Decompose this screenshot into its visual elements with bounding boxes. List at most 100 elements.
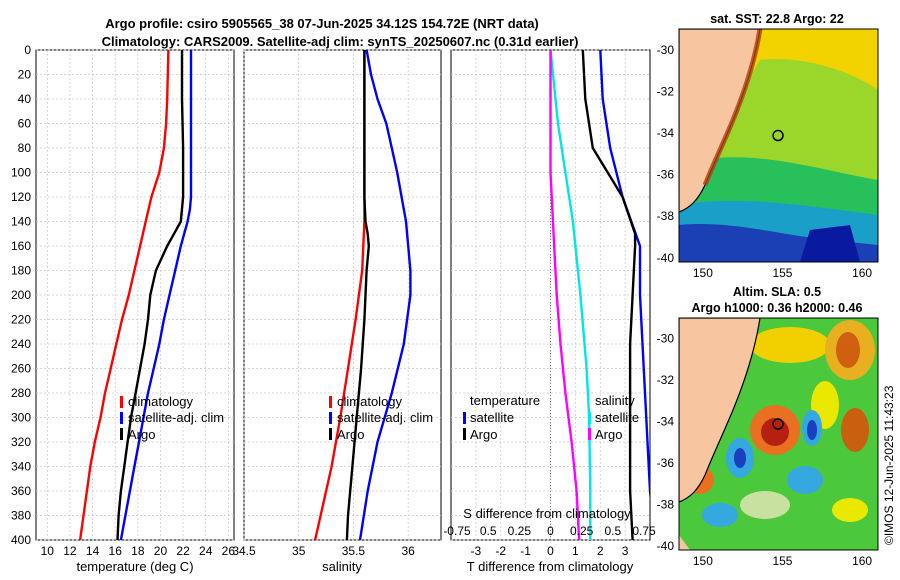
sst-map: sat. SST: 22.8 Argo: 22 -30-32-34-36-38-…: [657, 12, 879, 280]
difference-legend-temperature: temperature satellite Argo: [463, 393, 540, 442]
series-climatology: [78, 50, 170, 540]
salinity-grid: [243, 49, 441, 541]
depth-tick-label: 0: [24, 43, 31, 57]
sla-anomaly: [836, 332, 860, 368]
series-satellite-adj-clim: [119, 50, 193, 540]
depth-tick-label: 300: [11, 411, 31, 425]
depth-tick-label: 160: [11, 239, 31, 253]
series-t-satellite: [599, 50, 650, 503]
lon-tick-label: 160: [852, 554, 872, 568]
legend-swatch-climatology: [329, 396, 332, 408]
series-argo: [345, 50, 370, 540]
depth-tick-label: 380: [11, 509, 31, 523]
series-s-argo: [549, 50, 581, 540]
x-tick-label: 34.5: [232, 544, 256, 558]
legend-swatch-climatology: [120, 396, 123, 408]
depth-tick-label: 340: [11, 460, 31, 474]
legend-swatch-t-argo: [463, 428, 466, 440]
sla-anomaly: [734, 448, 746, 468]
temperature-tick-labels: 10 12 14 16 18 20 22 24 26: [41, 544, 236, 558]
x-tick-label: 35: [292, 544, 306, 558]
x-tick-label: -2: [495, 544, 506, 558]
lat-tick-label: -34: [657, 415, 675, 429]
sst-map-lat-labels: -30 -32 -34 -36 -38 -40: [657, 43, 675, 265]
sla-anomaly: [841, 408, 869, 452]
sla-anomaly: [807, 420, 817, 440]
x-tick-label: 22: [176, 544, 190, 558]
s-diff-tick-label: 0.75: [632, 524, 656, 538]
x-tick-label: 20: [154, 544, 168, 558]
difference-legend-salinity: salinity satellite Argo: [588, 393, 639, 442]
sla-anomaly: [702, 503, 738, 527]
depth-tick-label: 180: [11, 264, 31, 278]
legend-swatch-satellite: [120, 412, 123, 424]
legend-t-argo: Argo: [470, 427, 497, 442]
coastal-warm-band: [702, 29, 763, 186]
salinity-lines: [313, 50, 412, 540]
x-tick-label: 3: [622, 544, 629, 558]
sla-anomaly: [787, 466, 823, 494]
difference-panel: -3 -2 -1 0 1 2 3 T difference from climatology…: [443, 49, 656, 574]
sla-anomaly: [750, 327, 830, 363]
x-tick-label: -3: [471, 544, 482, 558]
difference-xlabel: T difference from climatology: [467, 559, 634, 574]
depth-tick-label: 20: [18, 68, 32, 82]
legend-s-satellite: satellite: [595, 410, 639, 425]
depth-tick-label: 40: [18, 92, 32, 106]
difference-tick-labels: -3 -2 -1 0 1 2 3: [471, 544, 629, 558]
depth-tick-label: 60: [18, 117, 32, 131]
s-diff-tick-label: -0.75: [443, 524, 471, 538]
depth-tick-label: 120: [11, 190, 31, 204]
x-tick-label: 1: [572, 544, 579, 558]
salinity-legend: climatology satellite-adj. clim Argo: [329, 394, 433, 442]
lat-tick-label: -38: [657, 497, 675, 511]
sla-map-lon-labels: 150 155 160: [693, 554, 873, 568]
legend-argo: Argo: [128, 427, 155, 442]
temperature-legend: climatology satellite-adj. clim Argo: [120, 394, 224, 442]
sla-anomaly: [761, 418, 789, 446]
difference-grid: [451, 49, 650, 541]
land-australia: [679, 318, 761, 503]
temperature-panel: 0 20 40 60 80 100 120 140 160 180 200 220 240 260 280 3…: [11, 43, 235, 574]
salinity-xlabel: salinity: [322, 559, 362, 574]
sst-map-lon-labels: 150 155 160: [693, 266, 873, 280]
s-diff-tick-label: 0.25: [508, 524, 532, 538]
sst-map-frame: [678, 28, 879, 263]
s-diff-tick-label: 0: [547, 524, 554, 538]
lon-tick-label: 150: [693, 554, 713, 568]
depth-tick-label: 320: [11, 435, 31, 449]
lat-tick-label: -38: [657, 209, 675, 223]
sla-map-image: [679, 318, 878, 550]
land-tasmania-edge: [679, 535, 690, 550]
title-line2: Climatology: CARS2009. Satellite-adj cli…: [102, 34, 579, 49]
salinity-panel: 34.5 35 35.5 36 salinity climatology satell…: [232, 49, 442, 574]
sla-anomaly: [832, 498, 868, 522]
temperature-xlabel: temperature (deg C): [76, 559, 193, 574]
salinity-diff-label: S difference from climatology: [463, 506, 631, 521]
x-tick-label: 26: [222, 544, 236, 558]
x-tick-label: 35.5: [342, 544, 366, 558]
depth-tick-label: 200: [11, 288, 31, 302]
s-diff-tick-label: 0.5: [604, 524, 621, 538]
legend-swatch-argo: [120, 428, 123, 440]
x-tick-label: 2: [597, 544, 604, 558]
difference-lines: [549, 50, 650, 540]
depth-tick-label: 360: [11, 484, 31, 498]
legend-heading-salinity: salinity: [595, 393, 635, 408]
sla-map-frame: [678, 317, 879, 551]
title-line1: Argo profile: csiro 5905565_38 07-Jun-20…: [105, 16, 539, 31]
depth-tick-label: 100: [11, 166, 31, 180]
legend-satellite: satellite-adj. clim: [337, 410, 433, 425]
imos-watermark: ©IMOS 12-Jun-2025 11:43:23: [882, 385, 896, 545]
x-tick-label: 0: [547, 544, 554, 558]
x-tick-label: 12: [63, 544, 77, 558]
x-tick-label: -1: [520, 544, 531, 558]
lon-tick-label: 160: [852, 266, 872, 280]
sst-map-title: sat. SST: 22.8 Argo: 22: [710, 12, 844, 26]
series-satellite-adj-clim: [358, 50, 412, 540]
lat-tick-label: -36: [657, 168, 675, 182]
x-tick-label: 16: [109, 544, 123, 558]
s-diff-tick-label: 0.5: [480, 524, 497, 538]
legend-swatch-s-satellite: [588, 412, 591, 424]
